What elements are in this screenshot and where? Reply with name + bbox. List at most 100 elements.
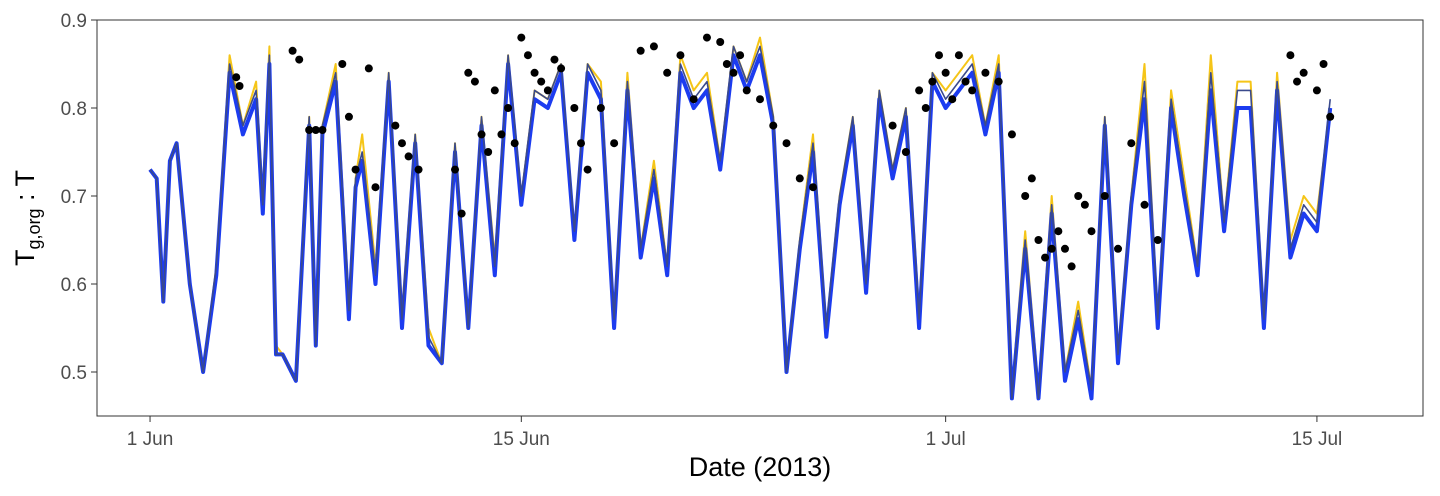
y-tick-label: 0.5 (61, 363, 87, 384)
data-point (610, 139, 619, 148)
data-point (915, 86, 924, 95)
data-point (477, 130, 486, 139)
data-point (769, 121, 778, 130)
data-point (510, 139, 519, 148)
data-point (981, 68, 990, 77)
data-point (550, 55, 559, 64)
data-point (1299, 68, 1308, 77)
data-point (636, 46, 645, 55)
data-point (504, 104, 513, 112)
data-point (484, 148, 493, 156)
data-point (901, 148, 910, 156)
data-point (1153, 236, 1162, 244)
data-point (663, 68, 672, 77)
data-point (464, 68, 473, 77)
points-layer (232, 33, 1335, 271)
data-point (570, 104, 579, 112)
data-point (809, 183, 818, 192)
series-line-navy (149, 45, 1331, 400)
data-point (371, 183, 380, 192)
x-tick-label: 15 Jul (1292, 429, 1343, 450)
data-point (1067, 262, 1076, 271)
data-point (928, 77, 937, 86)
data-point (530, 68, 539, 77)
data-point (948, 95, 957, 104)
data-point (1140, 200, 1149, 209)
data-point (722, 60, 731, 68)
data-point (1074, 192, 1083, 200)
data-point (954, 51, 963, 60)
data-point (1127, 139, 1136, 148)
data-point (517, 33, 526, 42)
data-point (782, 139, 791, 148)
x-tick-label: 15 Jun (493, 429, 550, 450)
y-axis-title-main: T (10, 250, 40, 267)
data-point (1021, 192, 1030, 200)
data-point (649, 42, 658, 51)
data-point (364, 64, 373, 73)
data-point (351, 165, 360, 174)
y-tick-label: 0.7 (61, 187, 87, 208)
data-point (1027, 174, 1036, 183)
data-point (716, 38, 725, 46)
data-point (702, 33, 711, 42)
x-axis-title: Date (2013) (689, 452, 832, 482)
data-point (1326, 112, 1335, 121)
data-point (1319, 60, 1328, 68)
data-point (235, 82, 244, 90)
data-point (941, 68, 950, 77)
data-point (795, 174, 804, 183)
data-point (935, 51, 944, 60)
data-point (1054, 227, 1063, 236)
y-tick-label: 0.9 (61, 11, 87, 32)
data-point (576, 139, 585, 148)
data-point (557, 64, 566, 73)
data-point (729, 68, 738, 77)
data-point (1293, 77, 1302, 86)
data-point (1047, 244, 1056, 253)
y-axis-title-suffix: : T (10, 170, 40, 209)
data-point (596, 104, 605, 112)
x-axis-ticks: 1 Jun 15 Jun 1 Jul 15 Jul (127, 416, 1342, 450)
data-point (756, 95, 764, 104)
data-point (490, 86, 499, 95)
series-layer (148, 36, 1333, 401)
x-tick-label: 1 Jul (926, 429, 966, 450)
data-point (305, 126, 314, 134)
data-point (470, 77, 479, 86)
data-point (344, 112, 353, 121)
data-point (968, 86, 977, 95)
data-point (1007, 130, 1016, 139)
data-point (391, 121, 400, 130)
data-point (1312, 86, 1321, 95)
data-point (451, 165, 460, 174)
data-point (318, 126, 327, 134)
data-point (961, 77, 970, 86)
data-point (994, 77, 1003, 86)
data-point (537, 77, 546, 86)
data-point (1060, 244, 1069, 253)
data-point (583, 165, 592, 174)
data-point (1286, 51, 1295, 60)
data-point (676, 51, 685, 60)
y-axis-ticks: 0.5 0.6 0.7 0.8 0.9 (61, 11, 97, 384)
data-point (1041, 253, 1050, 262)
y-axis-title-subscript: g,org (24, 208, 44, 249)
y-tick-label: 0.8 (61, 99, 87, 120)
data-point (457, 209, 466, 218)
data-point (232, 73, 241, 82)
data-point (295, 55, 304, 64)
data-point (689, 95, 698, 104)
data-point (1114, 244, 1123, 253)
y-axis-title: Tg,org : T (10, 170, 44, 266)
data-point (888, 121, 897, 130)
data-point (288, 46, 297, 55)
data-point (1034, 236, 1043, 244)
data-point (921, 104, 930, 112)
data-point (543, 86, 552, 95)
data-point (736, 51, 745, 60)
data-point (414, 165, 423, 174)
y-tick-label: 0.6 (61, 275, 87, 296)
data-point (1100, 192, 1109, 200)
